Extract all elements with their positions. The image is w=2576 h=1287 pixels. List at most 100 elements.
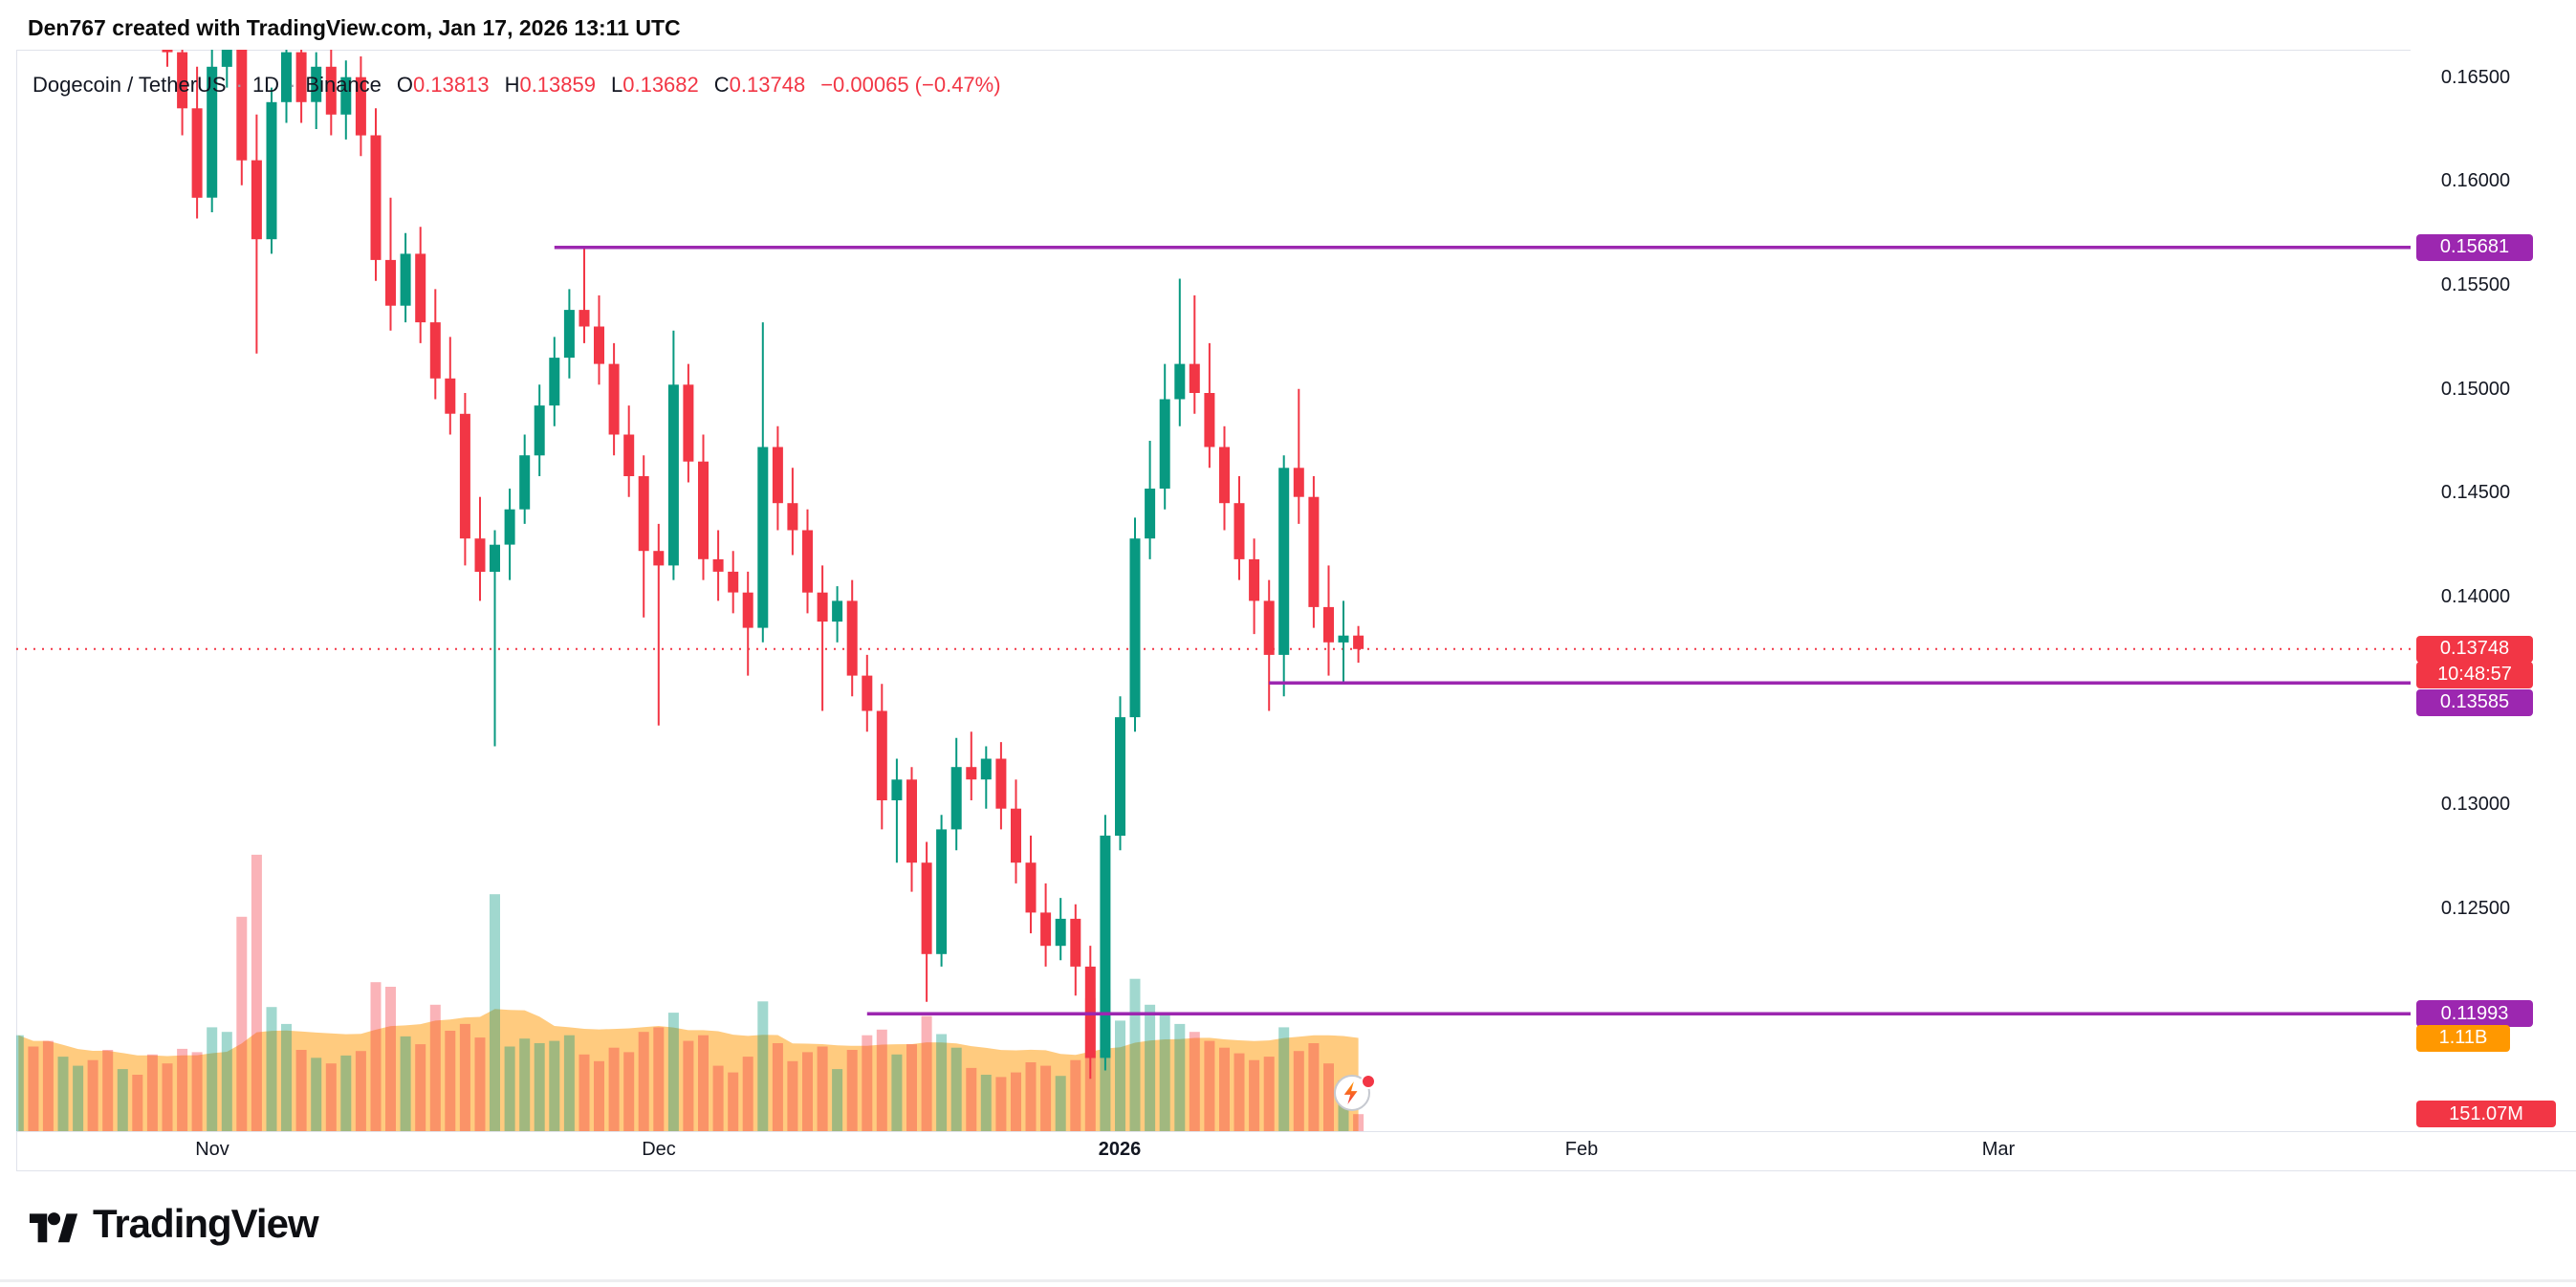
legend-separator: · xyxy=(235,73,243,97)
candle-body xyxy=(1040,912,1052,947)
time-axis[interactable]: Nov Dec 2026 Feb Mar xyxy=(0,1131,2576,1169)
candle-body xyxy=(490,544,500,572)
price-tick-label: 0.16000 xyxy=(2440,170,2511,192)
candle-body xyxy=(623,434,635,476)
volume-bar xyxy=(563,1035,575,1131)
volume-bar xyxy=(891,1054,903,1131)
volume-bar xyxy=(177,1048,188,1131)
candle-body xyxy=(787,503,798,531)
volume-bar xyxy=(757,1001,769,1131)
volume-bar xyxy=(950,1047,962,1131)
volume-bar xyxy=(906,1044,917,1131)
volume-bar xyxy=(1233,1053,1245,1131)
volume-bar xyxy=(936,1034,948,1131)
candle-body xyxy=(295,52,307,102)
candle-body xyxy=(1249,558,1260,601)
volume-bar xyxy=(325,1063,337,1131)
candle-body xyxy=(311,66,322,102)
candle-body xyxy=(266,101,277,240)
volume-bar xyxy=(1204,1040,1215,1131)
candle-body xyxy=(1308,496,1320,607)
volume-bar xyxy=(311,1058,322,1131)
candle-body xyxy=(1174,363,1186,400)
candle-body xyxy=(594,326,604,364)
price-tick-label: 0.14500 xyxy=(2440,482,2511,504)
volume-bar xyxy=(921,1015,932,1131)
volume-bar xyxy=(191,1052,203,1131)
volume-bar xyxy=(1308,1043,1320,1131)
tradingview-logo-icon xyxy=(29,1212,78,1243)
candle-body xyxy=(742,592,753,628)
candle-body xyxy=(519,455,531,510)
volume-bar xyxy=(623,1052,635,1131)
volume-bar xyxy=(42,1040,54,1131)
volume-bar xyxy=(534,1043,545,1131)
candle-body xyxy=(1353,635,1364,649)
candle-body xyxy=(1070,918,1081,967)
candle-body xyxy=(415,253,426,323)
volume-bar xyxy=(236,916,248,1131)
time-axis-label: 2026 xyxy=(1098,1139,1142,1160)
candle-body xyxy=(504,509,515,545)
time-axis-label: Dec xyxy=(642,1139,676,1160)
attribution-title: Den767 created with TradingView.com, Jan… xyxy=(28,15,681,40)
volume-bar xyxy=(832,1069,843,1131)
candle-body xyxy=(906,779,917,863)
exchange-label: Binance xyxy=(305,73,382,97)
candle-body xyxy=(832,600,843,622)
candle-body xyxy=(653,551,665,566)
candle-body xyxy=(385,259,396,306)
chart-pane[interactable] xyxy=(16,50,2411,1131)
price-axis[interactable]: 0.16500 0.16000 0.15500 0.15000 0.14500 0.140… xyxy=(2411,50,2576,1131)
candle-body xyxy=(207,66,218,198)
interval-label[interactable]: 1D xyxy=(251,73,280,97)
candle-body xyxy=(1219,447,1230,504)
volume-bar xyxy=(862,1035,873,1131)
volume-bar xyxy=(549,1040,560,1131)
volume-ma-area xyxy=(18,1009,1359,1131)
notification-dot-icon xyxy=(1361,1074,1376,1089)
candle-body xyxy=(1100,835,1111,1058)
candle-body xyxy=(638,476,649,552)
candle-body xyxy=(862,675,873,711)
volume-bar xyxy=(415,1044,426,1131)
candle-body xyxy=(400,253,411,306)
candle-body xyxy=(236,50,248,161)
time-axis-label: Feb xyxy=(1564,1139,1599,1160)
volume-bar xyxy=(742,1057,753,1131)
tradingview-logo[interactable]: TradingView xyxy=(28,1201,319,1247)
volume-bar xyxy=(728,1072,739,1131)
volume-bar xyxy=(445,1031,456,1131)
volume-bar xyxy=(340,1055,352,1131)
candle-body xyxy=(1204,393,1215,447)
volume-bar xyxy=(1145,1004,1156,1131)
volume-bar xyxy=(370,982,382,1131)
volume-bar xyxy=(207,1027,218,1131)
volume-ma-badge: 1.11B xyxy=(2416,1024,2510,1052)
volume-bar xyxy=(817,1046,828,1131)
candle-body xyxy=(355,76,366,136)
candle-body xyxy=(1263,600,1275,655)
quick-action-marker[interactable] xyxy=(1334,1074,1376,1111)
level-price-badge: 0.13585 xyxy=(2416,688,2533,716)
price-tick-label: 0.13000 xyxy=(2440,794,2511,816)
candle-body xyxy=(966,767,977,780)
volume-bar xyxy=(57,1057,69,1131)
low-label: L xyxy=(610,73,623,97)
volume-bar xyxy=(1159,1013,1170,1131)
candle-body xyxy=(757,447,769,628)
volume-bar xyxy=(1025,1062,1037,1131)
volume-bar xyxy=(1189,1032,1200,1131)
close-value: 0.13748 xyxy=(729,73,806,97)
candle-body xyxy=(817,592,828,622)
volume-bar xyxy=(653,1027,665,1131)
candle-body xyxy=(1055,918,1066,947)
countdown-badge: 10:48:57 xyxy=(2416,661,2533,688)
symbol-name[interactable]: Dogecoin / TetherUS xyxy=(33,73,227,97)
pane-layer xyxy=(16,50,2411,1131)
candle-body xyxy=(846,600,858,676)
volume-bar xyxy=(429,1004,441,1131)
volume-bar xyxy=(787,1060,798,1131)
time-axis-label: Nov xyxy=(195,1139,229,1160)
